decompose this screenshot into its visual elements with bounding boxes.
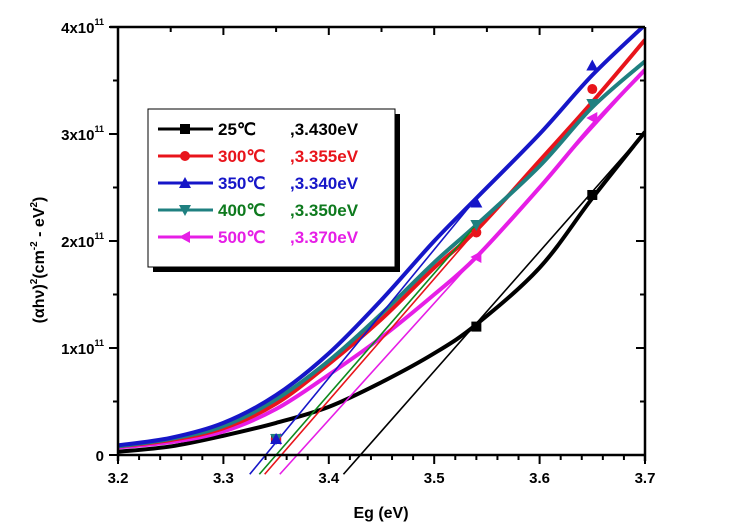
- y-title-end: ): [31, 197, 48, 202]
- axes: [110, 25, 647, 461]
- x-tick-label: 3.7: [635, 470, 656, 487]
- legend-temp: 400℃: [218, 201, 265, 220]
- legend-marker: [180, 124, 190, 134]
- tangent-line-400℃: [258, 224, 477, 475]
- tangent-lines: [249, 69, 646, 475]
- legend-item-400℃: 400℃ ,3.350eV: [158, 201, 359, 220]
- x-tick-label: 3.2: [108, 470, 129, 487]
- legend-gap: ,3.370eV: [290, 228, 359, 247]
- tangent-line-25℃: [342, 131, 646, 475]
- legend-temp: 300℃: [218, 147, 265, 166]
- series-line-25℃: [118, 130, 645, 454]
- x-tick-label: 3.5: [424, 470, 445, 487]
- legend-item-25℃: 25℃ ,3.430eV: [158, 120, 359, 139]
- x-tick-label: 3.3: [213, 470, 234, 487]
- y-title-sup1: 2: [29, 278, 40, 284]
- legend-temp: 25℃: [218, 120, 256, 139]
- x-tick-label: 3.6: [529, 470, 550, 487]
- data-marker-300℃: [471, 227, 482, 238]
- x-axis-ticks: 3.2 3.3 3.4 3.5 3.6 3.7: [108, 27, 656, 487]
- legend-gap: ,3.340eV: [290, 174, 359, 193]
- legend-temp: 350℃: [218, 174, 265, 193]
- data-marker-25℃: [587, 189, 598, 200]
- data-marker-25℃: [471, 321, 482, 332]
- series-markers: [270, 59, 599, 445]
- y-title-mid: (cm: [31, 250, 48, 278]
- legend-item-500℃: 500℃ ,3.370eV: [158, 228, 359, 247]
- data-marker-350℃: [586, 59, 599, 71]
- y-tick-label: 3x1011: [61, 124, 104, 144]
- legend-temp: 500℃: [218, 228, 265, 247]
- y-title-sup2: -2: [29, 241, 40, 250]
- series-line-350℃: [118, 27, 645, 448]
- data-marker-500℃: [586, 111, 598, 124]
- tangent-line-350℃: [249, 197, 477, 475]
- legend-item-350℃: 350℃ ,3.340eV: [158, 174, 359, 193]
- y-tick-label: 0: [96, 448, 104, 465]
- x-tick-label: 3.4: [318, 470, 340, 487]
- data-marker-350℃: [470, 196, 483, 208]
- tangent-line-300℃: [264, 229, 477, 475]
- data-marker-400℃: [470, 219, 483, 231]
- data-marker-500℃: [470, 251, 482, 264]
- legend-item-300℃: 300℃ ,3.355eV: [158, 147, 359, 166]
- legend-gap: ,3.355eV: [290, 147, 359, 166]
- data-marker-400℃: [586, 99, 599, 111]
- y-axis-ticks: 0 1x1011 2x1011 3x1011 4x1011: [61, 17, 645, 465]
- legend-gap: ,3.350eV: [290, 201, 359, 220]
- tangent-line-500℃: [279, 69, 646, 475]
- legend-gap: ,3.430eV: [290, 120, 359, 139]
- legend-marker: [179, 205, 191, 216]
- y-title-sup3: 2: [29, 202, 40, 208]
- y-tick-label: 1x1011: [61, 338, 104, 358]
- legend-marker: [179, 231, 190, 243]
- data-marker-300℃: [587, 84, 598, 95]
- legend: 25℃ ,3.430eV 300℃ ,3.355eV 350℃ ,3.340eV 400℃,…: [147, 108, 400, 272]
- y-axis-title: (αhν)2(cm-2 - eV2): [29, 197, 48, 324]
- legend-marker: [180, 151, 190, 161]
- data-marker-350℃: [270, 432, 283, 444]
- y-title-mid2: - eV: [31, 207, 48, 241]
- y-title-base: (αhν): [31, 284, 48, 323]
- x-axis-title: Eg (eV): [353, 505, 408, 522]
- y-tick-label: 2x1011: [61, 231, 104, 251]
- y-tick-label: 4x1011: [61, 17, 104, 37]
- legend-marker: [179, 177, 191, 188]
